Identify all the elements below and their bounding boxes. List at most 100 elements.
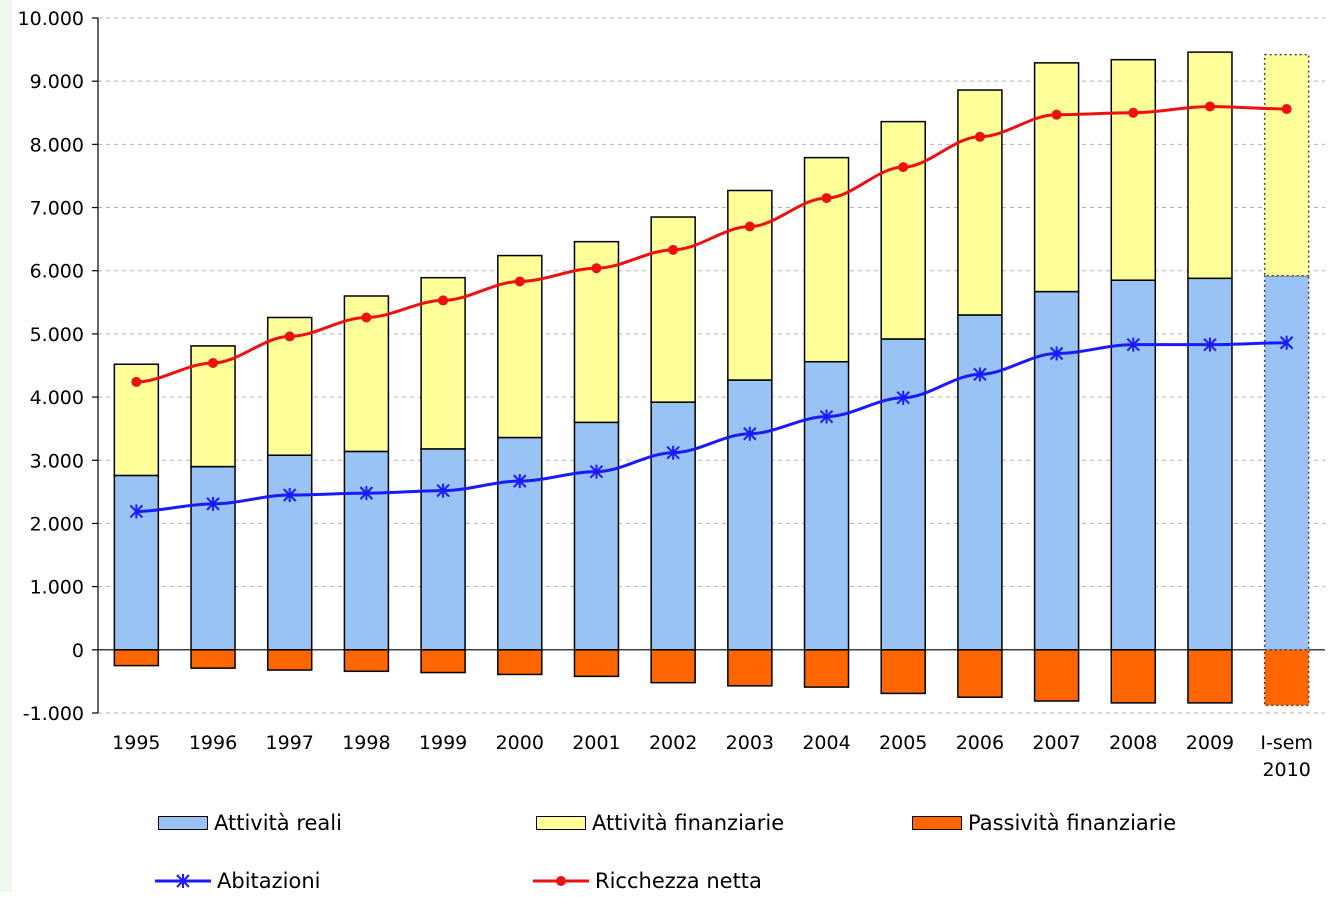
abitazioni-point xyxy=(819,409,834,424)
y-tick-label: 7.000 xyxy=(30,198,84,220)
y-tick-label: 8.000 xyxy=(30,134,84,156)
x-tick-label: 1999 xyxy=(419,732,467,754)
ricchezza-netta-point xyxy=(821,193,832,204)
ricchezza-netta-point xyxy=(1051,109,1062,120)
x-tick-label: I-sem xyxy=(1260,732,1313,754)
x-tick-label: 2001 xyxy=(572,732,620,754)
ricchezza-netta-point xyxy=(361,312,372,323)
abitazioni-point xyxy=(436,483,450,498)
bar-passivita-finanziarie xyxy=(497,649,543,676)
bar-attivita-reali xyxy=(343,450,390,651)
bar-passivita-finanziarie xyxy=(1110,649,1157,704)
bar-attivita-reali xyxy=(190,465,236,651)
abitazioni-point xyxy=(1279,335,1294,350)
bar-passivita-finanziarie xyxy=(1187,649,1233,704)
x-tick-label: 2000 xyxy=(496,732,544,754)
x-tick-label: 2002 xyxy=(649,732,697,754)
x-tick-label: 2009 xyxy=(1186,732,1234,754)
ricchezza-netta-line xyxy=(136,104,1287,384)
ricchezza-netta-point xyxy=(591,263,602,274)
x-tick-label: 2010 xyxy=(1262,759,1310,781)
abitazioni-point xyxy=(666,445,680,460)
bar-attivita-finanziarie xyxy=(650,216,696,403)
bar-attivita-reali xyxy=(727,379,773,651)
bar-passivita-finanziarie xyxy=(573,649,620,678)
bar-passivita-finanziarie xyxy=(1263,649,1310,707)
y-tick-label: -1.000 xyxy=(23,703,84,725)
x-tick-label: 2006 xyxy=(956,732,1004,754)
bar-attivita-finanziarie xyxy=(1110,58,1157,281)
abitazioni-point xyxy=(359,486,374,501)
bar-attivita-finanziarie xyxy=(727,189,773,381)
x-tick-label: 2005 xyxy=(879,732,927,754)
bar-attivita-reali xyxy=(266,454,313,651)
abitazioni-point xyxy=(513,474,527,489)
bar-attivita-finanziarie xyxy=(1187,51,1233,280)
ricchezza-netta-point xyxy=(131,376,142,387)
bar-passivita-finanziarie xyxy=(113,649,160,667)
abitazioni-point xyxy=(1049,346,1064,361)
ricchezza-netta-point xyxy=(1281,103,1292,114)
bar-passivita-finanziarie xyxy=(650,649,696,684)
abitazioni-point xyxy=(283,488,297,503)
bar-attivita-finanziarie xyxy=(880,120,926,340)
bar-passivita-finanziarie xyxy=(343,649,390,673)
ricchezza-netta-point xyxy=(284,331,295,342)
bar-attivita-finanziarie xyxy=(1033,62,1080,293)
bar-attivita-reali xyxy=(113,474,160,651)
x-tick-label: 1996 xyxy=(189,732,237,754)
y-tick-label: 2.000 xyxy=(30,513,84,535)
ricchezza-netta-point xyxy=(744,221,755,232)
bar-attivita-reali xyxy=(803,360,850,651)
bar-passivita-finanziarie xyxy=(880,649,926,695)
y-tick-label: 10.000 xyxy=(18,8,84,30)
bar-passivita-finanziarie xyxy=(957,649,1003,698)
bar-attivita-reali xyxy=(1187,277,1233,651)
x-tick-label: 2003 xyxy=(726,732,774,754)
abitazioni-point xyxy=(129,504,144,519)
bar-attivita-finanziarie xyxy=(1263,53,1310,277)
ricchezza-netta-point xyxy=(668,244,679,255)
bar-attivita-finanziarie xyxy=(497,254,543,439)
abitazioni-point xyxy=(1203,337,1217,352)
y-tick-label: 3.000 xyxy=(30,450,84,472)
bar-passivita-finanziarie xyxy=(266,649,313,671)
bar-passivita-finanziarie xyxy=(803,649,850,688)
ricchezza-netta-point xyxy=(898,162,909,173)
abitazioni-point xyxy=(896,390,910,405)
left-margin-band xyxy=(0,0,12,892)
abitazioni-line xyxy=(136,341,1287,513)
abitazioni-point xyxy=(973,367,987,382)
abitazioni-point xyxy=(589,464,604,479)
abitazioni-point xyxy=(206,496,220,511)
bar-attivita-reali xyxy=(420,448,466,651)
bar-attivita-reali xyxy=(573,421,620,651)
bar-attivita-finanziarie xyxy=(803,156,850,363)
bar-attivita-reali xyxy=(1263,275,1310,651)
x-tick-label: 1995 xyxy=(112,732,160,754)
y-tick-label: 1.000 xyxy=(30,577,84,599)
x-tick-label: 1997 xyxy=(266,732,314,754)
y-tick-label: 9.000 xyxy=(30,71,84,93)
ricchezza-netta-point xyxy=(208,357,219,368)
bar-attivita-reali xyxy=(497,436,543,651)
x-tick-label: 2007 xyxy=(1032,732,1080,754)
bar-passivita-finanziarie xyxy=(190,649,236,669)
bar-attivita-reali xyxy=(957,314,1003,651)
bar-attivita-reali xyxy=(1033,290,1080,651)
y-tick-label: 4.000 xyxy=(30,387,84,409)
y-tick-label: 5.000 xyxy=(30,324,84,346)
bar-passivita-finanziarie xyxy=(727,649,773,687)
ricchezza-netta-point xyxy=(438,295,449,306)
y-tick-label: 0 xyxy=(72,640,84,662)
bar-attivita-reali xyxy=(880,338,926,651)
ricchezza-netta-point xyxy=(514,276,525,287)
bar-attivita-reali xyxy=(1110,279,1157,651)
ricchezza-netta-point xyxy=(1204,101,1215,112)
x-tick-label: 1998 xyxy=(342,732,390,754)
bar-attivita-finanziarie xyxy=(957,89,1003,316)
bar-passivita-finanziarie xyxy=(1033,649,1080,702)
abitazioni-point xyxy=(743,426,757,441)
